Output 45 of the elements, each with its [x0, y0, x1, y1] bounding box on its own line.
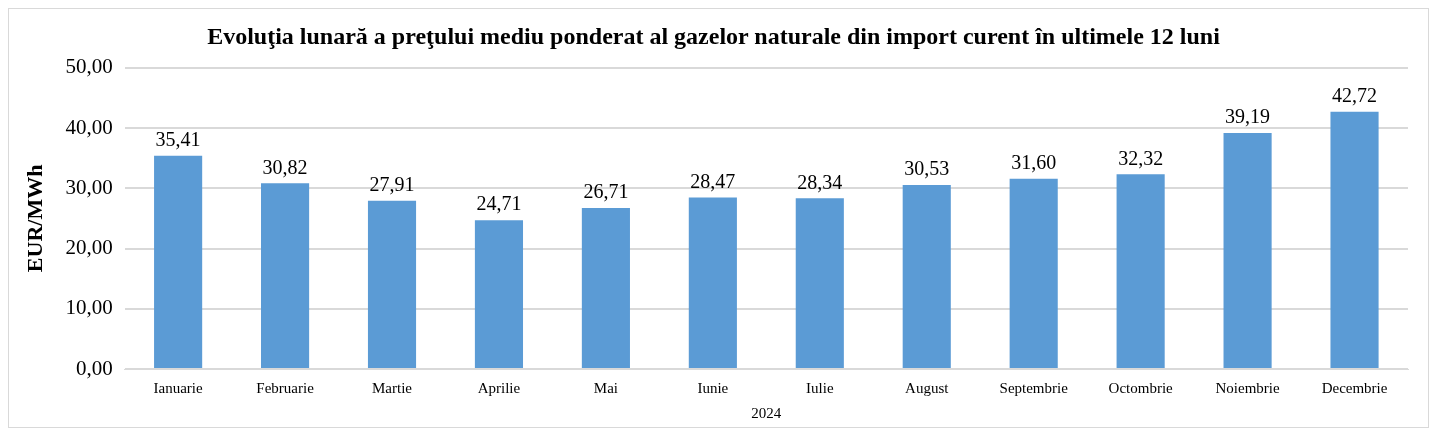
data-label: 26,71 [583, 180, 629, 203]
y-tick-label: 30,00 [65, 174, 113, 199]
bar [1223, 132, 1272, 368]
x-tick-label: Iulie [806, 379, 834, 396]
data-label: 28,47 [690, 169, 736, 192]
bar [474, 220, 524, 368]
y-tick-label: 20,00 [65, 235, 113, 260]
x-tick-label: Martie [372, 379, 413, 396]
bar [1009, 178, 1058, 368]
bar [795, 198, 844, 368]
y-tick-label: 40,00 [65, 114, 113, 139]
x-tick-label: Iunie [697, 379, 729, 396]
bar [902, 185, 951, 368]
bar [1116, 174, 1165, 368]
data-label: 42,72 [1332, 83, 1378, 106]
bar [581, 208, 630, 368]
bar [154, 155, 203, 368]
data-label: 24,71 [476, 192, 522, 215]
chart-title: Evoluţia lunară a preţului mediu ponderat al gazelor naturale din import curent în ultimele 12 luni [207, 22, 1221, 49]
bar [261, 183, 310, 368]
x-tick-label: Octombrie [1108, 379, 1174, 396]
bar [367, 200, 417, 368]
data-label: 28,34 [797, 170, 843, 193]
x-tick-label: Aprilie [477, 379, 521, 396]
x-tick-label: Ianuarie [153, 379, 204, 396]
bar [1330, 111, 1379, 368]
y-tick-label: 10,00 [65, 295, 113, 320]
x-tick-label: Mai [593, 379, 618, 396]
data-label: 39,19 [1225, 105, 1271, 128]
x-tick-label: Septembrie [999, 379, 1069, 396]
y-axis-title: EUR/MWh [21, 164, 47, 273]
data-label: 27,91 [369, 173, 415, 196]
data-label: 35,41 [155, 127, 201, 150]
x-tick-label: Februarie [256, 379, 315, 396]
data-label: 30,82 [262, 155, 308, 178]
x-tick-label: Noiembrie [1215, 379, 1280, 396]
data-label: 30,53 [904, 157, 950, 180]
data-label: 31,60 [1011, 150, 1057, 173]
x-axis-title: 2024 [751, 404, 782, 421]
y-tick-label: 50,00 [65, 54, 113, 79]
x-tick-label: Decembrie [1321, 379, 1388, 396]
bar [688, 197, 737, 368]
data-label: 32,32 [1118, 146, 1164, 169]
x-tick-label: August [905, 379, 950, 396]
y-tick-label: 0,00 [75, 355, 113, 380]
